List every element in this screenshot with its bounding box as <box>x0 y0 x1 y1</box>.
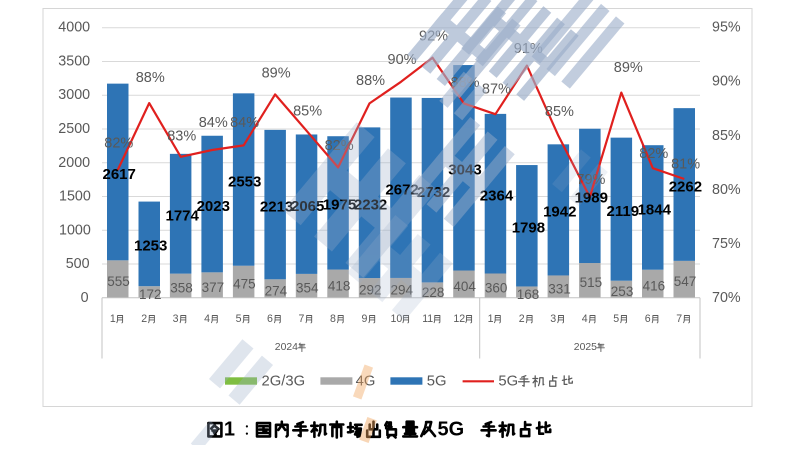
svg-text:418: 418 <box>328 279 351 294</box>
svg-text:1798: 1798 <box>512 220 545 237</box>
svg-text:2213: 2213 <box>260 198 293 215</box>
svg-text:5: 5 <box>236 313 242 325</box>
svg-text:331: 331 <box>548 281 571 296</box>
svg-text:7: 7 <box>676 313 682 325</box>
svg-text:2672: 2672 <box>385 182 418 199</box>
svg-text:2023: 2023 <box>197 198 230 215</box>
svg-text:354: 354 <box>296 281 319 296</box>
svg-text:82%: 82% <box>639 146 668 162</box>
svg-text:2232: 2232 <box>354 197 387 214</box>
svg-text:168: 168 <box>517 287 540 302</box>
svg-text:1774: 1774 <box>166 208 200 225</box>
svg-text:2553: 2553 <box>228 173 261 190</box>
svg-text:70%: 70% <box>712 290 741 306</box>
svg-text:85%: 85% <box>293 103 322 119</box>
svg-text:2024: 2024 <box>275 342 298 353</box>
svg-text:2G/3G: 2G/3G <box>262 373 306 389</box>
svg-text:5G: 5G <box>438 419 465 441</box>
svg-text:2119: 2119 <box>607 203 640 220</box>
svg-text:7: 7 <box>299 313 305 325</box>
svg-text:5G: 5G <box>427 373 447 389</box>
svg-text:2500: 2500 <box>58 121 90 137</box>
svg-text:9: 9 <box>362 313 368 325</box>
svg-text:360: 360 <box>485 280 508 295</box>
svg-text:2262: 2262 <box>669 178 702 195</box>
svg-text:8: 8 <box>330 313 336 325</box>
svg-text:11: 11 <box>422 313 433 325</box>
svg-text:5: 5 <box>613 313 619 325</box>
svg-text:4G: 4G <box>356 373 376 389</box>
svg-text:82%: 82% <box>325 138 354 154</box>
svg-text:95%: 95% <box>712 20 741 36</box>
svg-text:358: 358 <box>170 281 193 296</box>
svg-text:88%: 88% <box>136 70 165 86</box>
svg-text:3043: 3043 <box>448 162 481 179</box>
svg-text:475: 475 <box>233 277 256 292</box>
svg-text:292: 292 <box>359 283 382 298</box>
svg-text:88%: 88% <box>356 73 385 89</box>
svg-text:2617: 2617 <box>103 166 136 183</box>
svg-text:82%: 82% <box>104 136 133 152</box>
svg-text:1844: 1844 <box>638 201 672 218</box>
svg-text:81%: 81% <box>671 157 700 173</box>
svg-text:79%: 79% <box>576 172 605 188</box>
svg-text:1: 1 <box>224 419 235 441</box>
svg-text:2025: 2025 <box>574 342 597 353</box>
svg-text:1000: 1000 <box>59 222 91 238</box>
svg-text:404: 404 <box>453 279 476 294</box>
svg-text:1253: 1253 <box>134 238 167 255</box>
svg-text:2000: 2000 <box>58 155 90 171</box>
svg-text:515: 515 <box>580 275 603 290</box>
svg-text:6: 6 <box>645 313 651 325</box>
svg-text:555: 555 <box>107 274 130 289</box>
svg-text:4: 4 <box>204 313 210 325</box>
svg-text:3: 3 <box>550 313 556 325</box>
svg-text:2732: 2732 <box>417 184 450 201</box>
svg-text:5G: 5G <box>498 373 518 389</box>
svg-text:294: 294 <box>391 283 414 298</box>
svg-text:89%: 89% <box>262 66 291 82</box>
svg-text:2: 2 <box>141 313 147 325</box>
svg-text:2065: 2065 <box>291 198 324 215</box>
svg-text:87%: 87% <box>482 81 511 97</box>
svg-text:500: 500 <box>66 256 90 272</box>
svg-text:10: 10 <box>391 313 403 325</box>
svg-text:253: 253 <box>611 284 634 299</box>
svg-text:89%: 89% <box>614 60 643 76</box>
svg-text:84%: 84% <box>199 115 228 131</box>
svg-text:75%: 75% <box>712 236 741 252</box>
svg-text:0: 0 <box>81 290 89 306</box>
svg-text:3500: 3500 <box>58 54 90 70</box>
svg-text:1: 1 <box>110 313 116 325</box>
svg-text:1942: 1942 <box>543 204 576 221</box>
svg-text:1975: 1975 <box>323 197 356 214</box>
svg-text:2364: 2364 <box>480 188 514 205</box>
svg-text:2: 2 <box>519 313 525 325</box>
svg-text:84%: 84% <box>230 115 259 131</box>
svg-text:85%: 85% <box>545 104 574 120</box>
svg-text:1500: 1500 <box>59 189 91 205</box>
svg-text:90%: 90% <box>712 74 741 90</box>
svg-text:547: 547 <box>674 274 697 289</box>
svg-text:3: 3 <box>173 313 179 325</box>
svg-text:1: 1 <box>488 313 494 325</box>
svg-text:80%: 80% <box>712 182 741 198</box>
svg-text:6: 6 <box>267 313 273 325</box>
svg-text:416: 416 <box>643 279 666 294</box>
svg-text:274: 274 <box>265 283 288 298</box>
svg-text:4000: 4000 <box>58 20 90 36</box>
svg-text:85%: 85% <box>712 128 741 144</box>
svg-text:1989: 1989 <box>575 190 608 207</box>
svg-text:12: 12 <box>453 313 465 325</box>
svg-text:172: 172 <box>139 287 162 302</box>
svg-text:83%: 83% <box>167 128 196 144</box>
svg-text:228: 228 <box>422 285 445 300</box>
svg-text:3000: 3000 <box>58 87 90 103</box>
svg-text:377: 377 <box>202 280 225 295</box>
svg-text:4: 4 <box>582 313 588 325</box>
